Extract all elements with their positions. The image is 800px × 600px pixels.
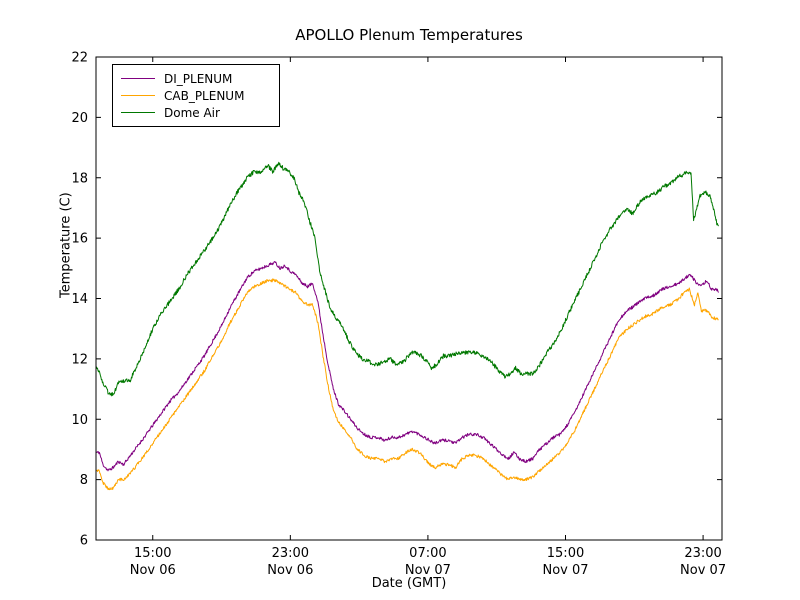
y-tick-label: 18 bbox=[71, 171, 88, 186]
x-tick-date-label: Nov 06 bbox=[130, 563, 176, 578]
y-tick-label: 22 bbox=[71, 51, 88, 66]
legend-entry-di-plenum: DI_PLENUM bbox=[121, 70, 269, 87]
x-tick-date-label: Nov 06 bbox=[267, 563, 313, 578]
series-line-dome-air bbox=[95, 161, 719, 397]
legend-entry-cab-plenum: CAB_PLENUM bbox=[121, 87, 269, 104]
legend-entry-dome-air: Dome Air bbox=[121, 104, 269, 121]
x-tick-time-label: 07:00 bbox=[409, 546, 446, 561]
x-tick-date-label: Nov 07 bbox=[405, 563, 451, 578]
chart-title: APOLLO Plenum Temperatures bbox=[295, 26, 523, 44]
x-tick-date-label: Nov 07 bbox=[680, 563, 726, 578]
x-tick-time-label: 23:00 bbox=[272, 546, 309, 561]
axis-ticks bbox=[96, 56, 722, 541]
legend: DI_PLENUM CAB_PLENUM Dome Air bbox=[112, 64, 280, 127]
x-tick-time-label: 15:00 bbox=[547, 546, 584, 561]
axes-frame bbox=[95, 56, 723, 541]
y-tick-label: 14 bbox=[71, 292, 88, 307]
y-tick-label: 10 bbox=[71, 413, 88, 428]
series-lines bbox=[95, 161, 720, 491]
y-tick-label: 8 bbox=[80, 473, 88, 488]
plot-frame bbox=[95, 56, 723, 541]
x-tick-time-label: 23:00 bbox=[684, 546, 721, 561]
y-tick-label: 12 bbox=[71, 352, 88, 367]
legend-line-sample bbox=[121, 78, 155, 79]
legend-line-sample bbox=[121, 95, 155, 96]
y-tick-label: 16 bbox=[71, 232, 88, 247]
series-line-cab-plenum bbox=[95, 278, 719, 491]
legend-label: DI_PLENUM bbox=[164, 71, 233, 86]
legend-line-sample bbox=[121, 112, 155, 113]
series-line-di-plenum bbox=[96, 261, 720, 472]
x-tick-time-label: 15:00 bbox=[134, 546, 171, 561]
legend-label: CAB_PLENUM bbox=[164, 88, 245, 103]
y-tick-label: 6 bbox=[80, 534, 88, 549]
axis-tick-labels: 6 8 10 12 14 16 18 20 22 15:00 Nov 06 23:00 Nov 06 07… bbox=[71, 51, 726, 579]
x-axis-label: Date (GMT) bbox=[371, 576, 447, 591]
y-tick-label: 20 bbox=[71, 111, 88, 126]
legend-label: Dome Air bbox=[164, 105, 220, 120]
x-tick-date-label: Nov 07 bbox=[542, 563, 588, 578]
